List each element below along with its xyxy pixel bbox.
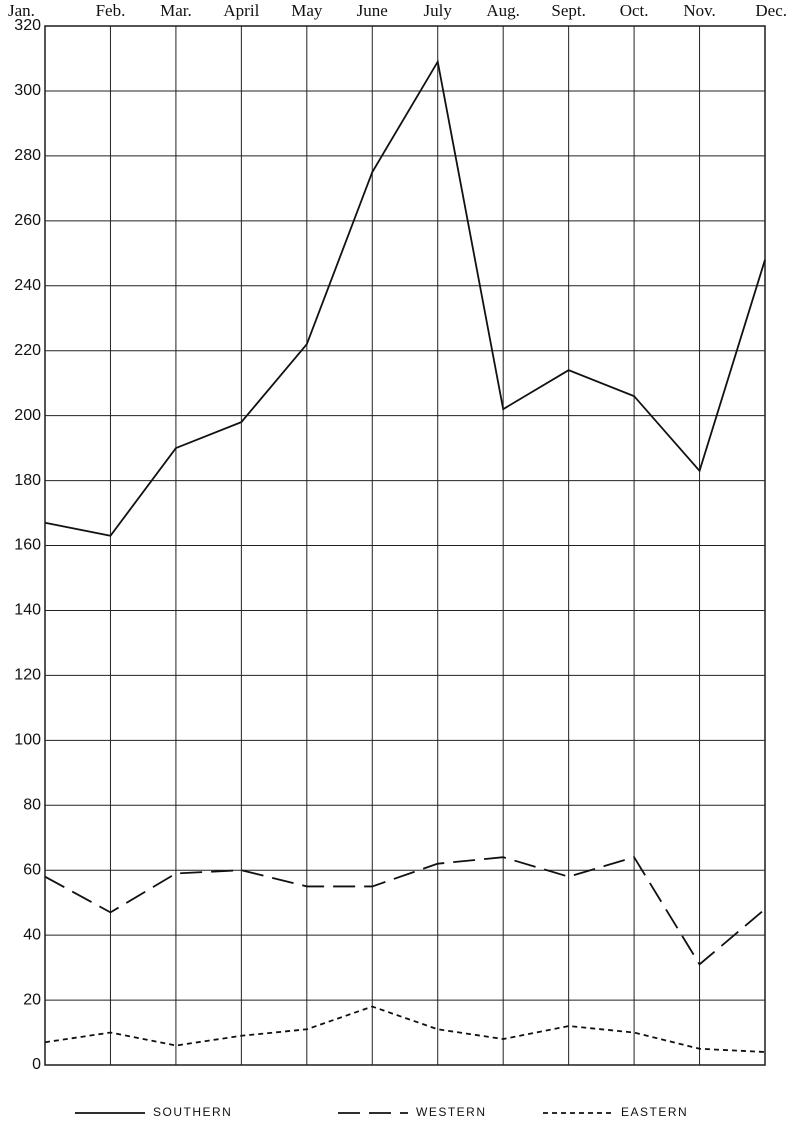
series-line xyxy=(44,59,766,537)
x-tick-label: Sept. xyxy=(551,1,585,20)
x-tick-label: Oct. xyxy=(620,1,649,20)
y-tick-label: 200 xyxy=(14,407,41,424)
legend-label: SOUTHERN xyxy=(153,1105,232,1119)
y-tick-label: 280 xyxy=(14,147,41,164)
y-tick-label: 140 xyxy=(14,602,41,619)
y-tick-label: 40 xyxy=(23,926,41,943)
y-tick-label: 120 xyxy=(14,667,41,684)
y-tick-label: 260 xyxy=(14,212,41,229)
x-tick-label: April xyxy=(223,1,259,20)
y-tick-label: 300 xyxy=(14,82,41,99)
y-tick-label: 80 xyxy=(23,796,41,813)
series-line xyxy=(44,856,766,966)
y-tick-label: 20 xyxy=(23,991,41,1008)
x-tick-label: June xyxy=(357,1,388,20)
y-tick-label: 160 xyxy=(14,537,41,554)
y-tick-label: 320 xyxy=(14,17,41,34)
y-tick-label: 220 xyxy=(14,342,41,359)
x-tick-label: Aug. xyxy=(486,1,520,20)
x-tick-label: Dec. xyxy=(755,1,787,20)
y-tick-label: 180 xyxy=(14,472,41,489)
y-tick-label: 240 xyxy=(14,277,41,294)
x-tick-label: Jan. xyxy=(8,1,35,20)
y-tick-label: 60 xyxy=(23,861,41,878)
legend-label: EASTERN xyxy=(621,1105,688,1119)
y-tick-label: 100 xyxy=(14,732,41,749)
legend-label: WESTERN xyxy=(416,1105,487,1119)
x-tick-label: Mar. xyxy=(160,1,192,20)
x-tick-label: Nov. xyxy=(683,1,715,20)
y-tick-label: 0 xyxy=(32,1056,41,1073)
x-tick-label: Feb. xyxy=(96,1,126,20)
x-tick-label: July xyxy=(424,1,453,20)
x-tick-label: May xyxy=(291,1,323,20)
series-line xyxy=(44,1005,766,1053)
